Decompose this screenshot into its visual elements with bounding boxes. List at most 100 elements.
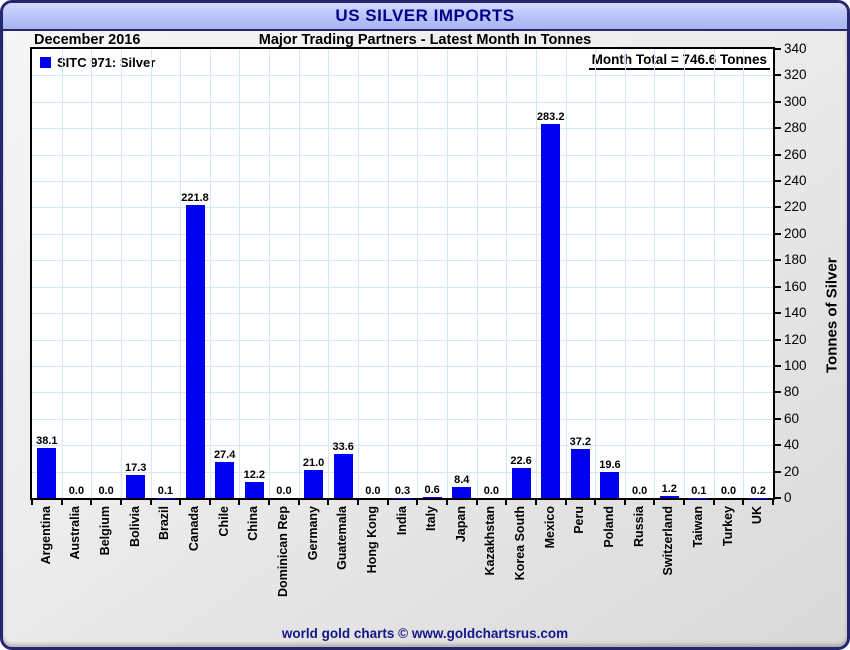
x-axis-label: Russia [631, 506, 646, 547]
x-axis-tick [416, 500, 419, 505]
bar-value-label: 19.6 [599, 459, 621, 472]
bar-value-label: 8.4 [454, 473, 470, 486]
chart-subtitle: Major Trading Partners - Latest Month In… [258, 32, 592, 48]
y-axis-tick-label: 180 [784, 252, 807, 268]
v-gridline [476, 49, 478, 498]
x-axis-label: Belgium [98, 506, 113, 556]
h-gridline [32, 365, 773, 367]
x-axis-tick [268, 500, 271, 505]
bar-guatemala [333, 453, 353, 498]
y-axis-tick-label: 0 [784, 490, 792, 505]
x-axis-label: Chile [216, 506, 231, 537]
x-axis-tick [149, 500, 152, 505]
v-gridline [91, 49, 93, 498]
x-axis-tick [90, 500, 93, 505]
bar-value-label: 12.2 [243, 468, 265, 481]
x-axis-tick [534, 500, 537, 505]
bar-china [244, 481, 264, 498]
bar-japan [452, 486, 472, 498]
v-gridline [298, 49, 300, 498]
bar-poland [600, 472, 620, 498]
bar-switzerland [659, 496, 679, 498]
x-axis-tick [623, 500, 626, 505]
bar-value-label: 1.2 [661, 483, 677, 496]
y-axis-tick [775, 153, 781, 156]
h-gridline [32, 207, 773, 209]
h-gridline [32, 392, 773, 394]
v-gridline [209, 49, 211, 498]
bar-value-label: 0.0 [483, 485, 500, 497]
bar-value-label: 33.6 [332, 440, 354, 453]
v-gridline [535, 49, 537, 498]
v-gridline [120, 49, 122, 498]
x-axis-tick [475, 500, 478, 505]
bar-value-label: 0.6 [424, 484, 440, 497]
y-axis-tick-label: 200 [784, 225, 807, 241]
bar-value-label: 0.1 [157, 484, 174, 497]
page-title: US SILVER IMPORTS [335, 6, 515, 25]
x-axis-tick [445, 500, 448, 505]
x-axis-tick [357, 500, 360, 505]
v-gridline [743, 49, 745, 498]
y-axis-tick-label: 280 [784, 120, 807, 136]
x-axis-tick [386, 500, 389, 505]
bar-korea-south [511, 468, 531, 498]
footer-credit: world gold charts © www.goldchartsrus.co… [281, 626, 569, 641]
y-axis-tick-label: 140 [784, 305, 807, 321]
x-axis-label: Japan [453, 506, 468, 543]
x-axis-tick [208, 500, 211, 505]
x-axis-tick [31, 500, 33, 505]
bar-chile [215, 461, 235, 498]
h-gridline [32, 101, 773, 103]
x-axis-label: Poland [601, 506, 616, 548]
x-axis-label: Germany [305, 506, 320, 561]
bar-mexico [541, 124, 561, 498]
legend: SITC 971: Silver [40, 55, 155, 70]
y-axis-tick [775, 232, 781, 235]
y-axis-tick-label: 300 [784, 93, 807, 109]
x-axis-tick [60, 500, 63, 505]
v-gridline [328, 49, 330, 498]
bar-italy [422, 497, 442, 498]
x-axis-label: Korea South [513, 506, 528, 581]
v-gridline [565, 49, 567, 498]
x-axis-tick [683, 500, 686, 505]
title-bar: US SILVER IMPORTS [3, 3, 847, 31]
v-gridline [654, 49, 656, 498]
v-gridline [239, 49, 241, 498]
h-gridline [32, 233, 773, 235]
x-axis-label: Taiwan [690, 506, 705, 548]
y-axis-tick-label: 260 [784, 146, 807, 162]
bar-value-label: 0.0 [68, 485, 85, 497]
v-gridline [150, 49, 152, 498]
y-axis-tick-label: 80 [784, 384, 800, 400]
y-axis-tick-label: 340 [784, 41, 807, 56]
x-axis-tick [179, 500, 182, 505]
x-axis-label: Guatemala [335, 506, 350, 570]
bar-value-label: 38.1 [36, 434, 58, 447]
x-axis-label: Canada [187, 506, 202, 552]
x-axis-tick [238, 500, 241, 505]
plot-area: SITC 971: Silver Month Total = 746.6 Ton… [30, 47, 775, 500]
y-axis-tick [775, 364, 781, 367]
x-axis-label: Bolivia [127, 506, 142, 547]
x-axis-tick [594, 500, 597, 505]
bar-value-label: 0.3 [394, 484, 411, 497]
x-axis-label: Brazil [157, 506, 172, 541]
x-axis-label: India [394, 506, 409, 536]
v-gridline [713, 49, 715, 498]
h-gridline [32, 286, 773, 288]
bar-value-label: 22.6 [510, 455, 532, 468]
v-gridline [446, 49, 448, 498]
x-axis-tick [297, 500, 300, 505]
y-axis-tick-label: 20 [784, 463, 800, 479]
h-gridline [32, 154, 773, 156]
y-axis-tick [775, 470, 781, 473]
h-gridline [32, 260, 773, 262]
bar-value-label: 27.4 [213, 448, 236, 461]
y-axis-tick [775, 338, 781, 341]
x-axis-tick [712, 500, 715, 505]
h-gridline [32, 181, 773, 183]
y-axis-tick [775, 285, 781, 288]
